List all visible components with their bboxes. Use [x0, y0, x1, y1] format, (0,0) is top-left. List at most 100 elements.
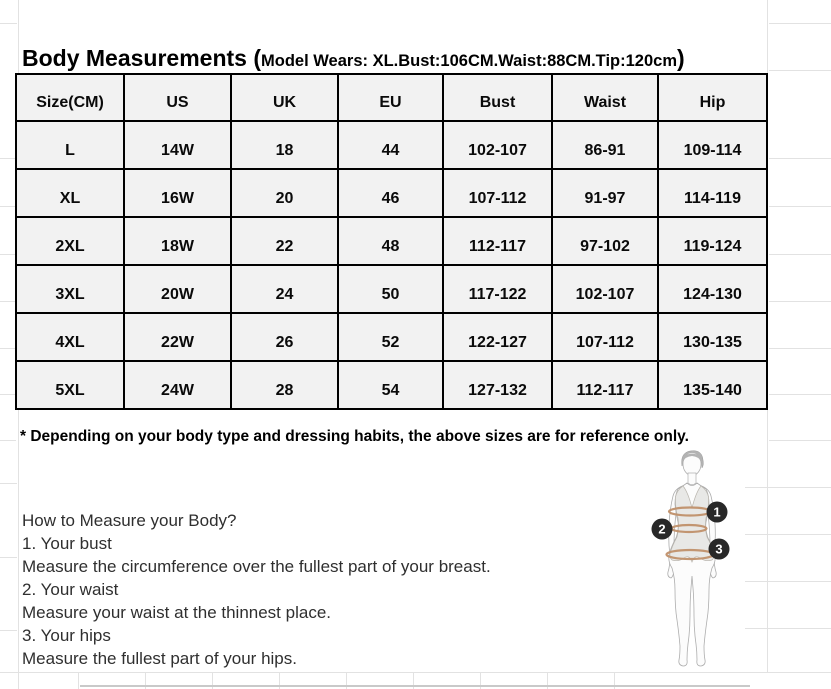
gridline: [0, 630, 17, 631]
gridline: [769, 348, 831, 349]
gridline: [0, 301, 16, 302]
us-cell: 20W: [125, 266, 232, 314]
bust-cell: 102-107: [444, 122, 553, 170]
waist-cell: 107-112: [553, 314, 659, 362]
waist-badge-number: 2: [658, 522, 665, 537]
waist-badge: 2: [651, 518, 673, 540]
gridline: [0, 672, 831, 673]
body-measurement-figure: 1 2 3: [645, 450, 755, 675]
gridline: [0, 23, 17, 24]
header-cell-waist: Waist: [553, 75, 659, 122]
bust-cell: 117-122: [444, 266, 553, 314]
table-header-row: Size(CM) US UK EU Bust Waist Hip: [17, 75, 768, 122]
size-cell: L: [17, 122, 125, 170]
header-cell-eu: EU: [339, 75, 444, 122]
size-cell: 4XL: [17, 314, 125, 362]
gridline: [767, 409, 768, 672]
uk-cell: 20: [232, 170, 339, 218]
measure-step-label: 3. Your hips: [22, 626, 111, 645]
title-detail: Model Wears: XL.Bust:106CM.Waist:88CM.Ti…: [261, 52, 677, 70]
gridline: [547, 672, 548, 689]
gridline: [78, 672, 79, 689]
gridline: [346, 672, 347, 689]
gridline: [745, 534, 831, 535]
size-chart-table: Size(CM) US UK EU Bust Waist Hip L 14W 1…: [15, 73, 768, 410]
eu-cell: 44: [339, 122, 444, 170]
eu-cell: 54: [339, 362, 444, 410]
hip-cell: 119-124: [659, 218, 768, 266]
header-cell-bust: Bust: [444, 75, 553, 122]
waist-cell: 102-107: [553, 266, 659, 314]
gridline: [769, 394, 831, 395]
gridline: [0, 483, 17, 484]
title-paren-close: ): [677, 45, 685, 71]
gridline: [18, 0, 19, 73]
bust-cell: 122-127: [444, 314, 553, 362]
gridline: [769, 158, 831, 159]
us-cell: 16W: [125, 170, 232, 218]
gridline: [0, 394, 16, 395]
bust-badge: 1: [706, 501, 728, 523]
gridline: [769, 440, 831, 441]
uk-cell: 18: [232, 122, 339, 170]
measure-guide-heading: How to Measure your Body?: [22, 511, 237, 530]
gridline: [0, 158, 16, 159]
reference-note: * Depending on your body type and dressi…: [20, 428, 689, 445]
hip-badge-number: 3: [715, 542, 722, 557]
gridline: [767, 0, 768, 73]
hip-cell: 130-135: [659, 314, 768, 362]
gridline: [0, 206, 16, 207]
measure-step-label: 2. Your waist: [22, 580, 119, 599]
us-cell: 22W: [125, 314, 232, 362]
measure-step-instruction: Measure the fullest part of your hips.: [22, 649, 297, 668]
table-row: XL 16W 20 46 107-112 91-97 114-119: [17, 170, 768, 218]
bust-badge-number: 1: [713, 505, 720, 520]
uk-cell: 22: [232, 218, 339, 266]
gridline: [769, 70, 831, 71]
eu-cell: 48: [339, 218, 444, 266]
title-main: Body Measurements: [22, 45, 247, 71]
uk-cell: 28: [232, 362, 339, 410]
bust-cell: 127-132: [444, 362, 553, 410]
measure-guide: How to Measure your Body? 1. Your bust M…: [22, 509, 491, 670]
table-row: 4XL 22W 26 52 122-127 107-112 130-135: [17, 314, 768, 362]
size-cell: XL: [17, 170, 125, 218]
header-cell-hip: Hip: [659, 75, 768, 122]
table-row: 2XL 18W 22 48 112-117 97-102 119-124: [17, 218, 768, 266]
gridline: [769, 301, 831, 302]
page-title: Body Measurements (Model Wears: XL.Bust:…: [22, 44, 685, 76]
us-cell: 18W: [125, 218, 232, 266]
gridline: [18, 409, 19, 689]
size-cell: 2XL: [17, 218, 125, 266]
gridline: [80, 685, 750, 687]
uk-cell: 26: [232, 314, 339, 362]
header-cell-size: Size(CM): [17, 75, 125, 122]
measure-step-label: 1. Your bust: [22, 534, 112, 553]
us-cell: 24W: [125, 362, 232, 410]
header-cell-us: US: [125, 75, 232, 122]
waist-cell: 112-117: [553, 362, 659, 410]
gridline: [0, 348, 16, 349]
table-row: L 14W 18 44 102-107 86-91 109-114: [17, 122, 768, 170]
bust-cell: 107-112: [444, 170, 553, 218]
size-cell: 5XL: [17, 362, 125, 410]
gridline: [769, 23, 831, 24]
hip-cell: 109-114: [659, 122, 768, 170]
table-row: 3XL 20W 24 50 117-122 102-107 124-130: [17, 266, 768, 314]
female-silhouette-icon: 1 2 3: [651, 450, 730, 667]
waist-cell: 91-97: [553, 170, 659, 218]
gridline: [0, 254, 16, 255]
gridline: [279, 672, 280, 689]
waist-cell: 97-102: [553, 218, 659, 266]
eu-cell: 52: [339, 314, 444, 362]
title-paren-open: (: [246, 45, 262, 71]
hip-badge: 3: [708, 538, 730, 560]
measure-step-instruction: Measure your waist at the thinnest place…: [22, 603, 331, 622]
gridline: [745, 581, 831, 582]
waist-cell: 86-91: [553, 122, 659, 170]
gridline: [769, 206, 831, 207]
gridline: [145, 672, 146, 689]
table-row: 5XL 24W 28 54 127-132 112-117 135-140: [17, 362, 768, 410]
eu-cell: 50: [339, 266, 444, 314]
